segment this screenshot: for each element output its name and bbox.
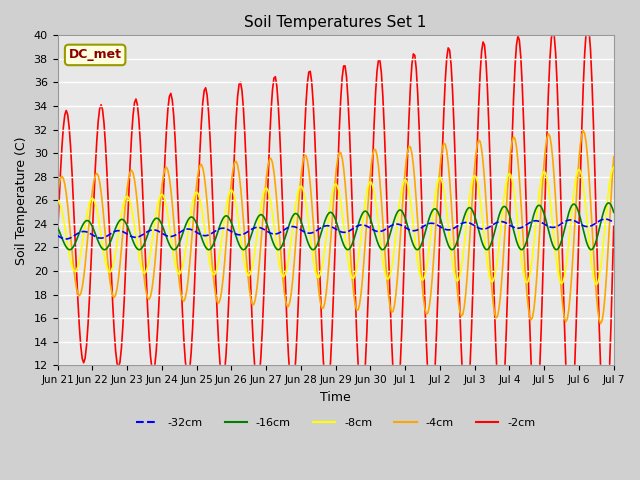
- Title: Soil Temperatures Set 1: Soil Temperatures Set 1: [244, 15, 427, 30]
- X-axis label: Time: Time: [320, 391, 351, 404]
- Legend: -32cm, -16cm, -8cm, -4cm, -2cm: -32cm, -16cm, -8cm, -4cm, -2cm: [132, 413, 540, 432]
- Text: DC_met: DC_met: [68, 48, 122, 61]
- Y-axis label: Soil Temperature (C): Soil Temperature (C): [15, 136, 28, 264]
